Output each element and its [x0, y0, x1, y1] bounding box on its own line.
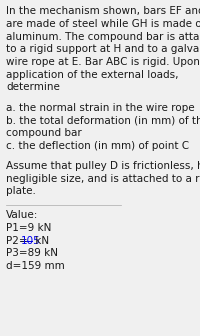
Text: application of the external loads,: application of the external loads,	[6, 70, 179, 80]
Text: wire rope at E. Bar ABC is rigid. Upon: wire rope at E. Bar ABC is rigid. Upon	[6, 57, 200, 67]
Text: In the mechanism shown, bars EF and FG: In the mechanism shown, bars EF and FG	[6, 6, 200, 16]
Text: Assume that pulley D is frictionless, has: Assume that pulley D is frictionless, ha…	[6, 161, 200, 171]
Text: P3=89 kN: P3=89 kN	[6, 248, 58, 258]
Text: to a rigid support at H and to a galvanized: to a rigid support at H and to a galvani…	[6, 44, 200, 54]
Text: a. the normal strain in the wire rope: a. the normal strain in the wire rope	[6, 102, 195, 113]
Text: aluminum. The compound bar is attached: aluminum. The compound bar is attached	[6, 32, 200, 42]
Text: b. the total deformation (in mm) of the: b. the total deformation (in mm) of the	[6, 115, 200, 125]
Text: determine: determine	[6, 82, 60, 92]
Text: compound bar: compound bar	[6, 128, 82, 138]
Text: P1=9 kN: P1=9 kN	[6, 223, 52, 233]
Text: are made of steel while GH is made of: are made of steel while GH is made of	[6, 19, 200, 29]
Text: negligible size, and is attached to a rigid: negligible size, and is attached to a ri…	[6, 173, 200, 183]
Text: d=159 mm: d=159 mm	[6, 261, 65, 271]
Text: c. the deflection (in mm) of point C: c. the deflection (in mm) of point C	[6, 140, 189, 151]
Text: plate.: plate.	[6, 186, 36, 196]
Text: P2=: P2=	[6, 236, 31, 246]
Text: kN: kN	[32, 236, 49, 246]
Text: 105: 105	[21, 236, 40, 246]
Text: Value:: Value:	[6, 210, 39, 220]
